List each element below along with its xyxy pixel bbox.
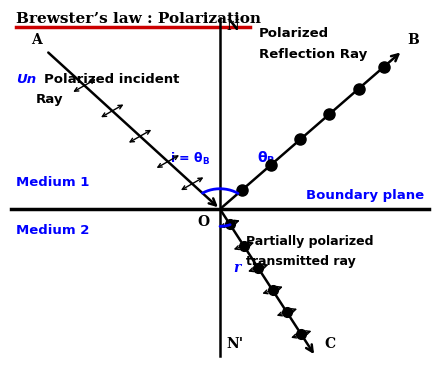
Text: B: B <box>407 33 418 47</box>
Text: i = $\mathbf{\theta_B}$: i = $\mathbf{\theta_B}$ <box>169 151 209 167</box>
Text: C: C <box>324 337 335 351</box>
Text: Un: Un <box>16 73 36 86</box>
Text: Brewster’s law : Polarization: Brewster’s law : Polarization <box>16 12 261 26</box>
Text: Ray: Ray <box>35 93 63 106</box>
Text: Medium 2: Medium 2 <box>16 224 89 237</box>
Text: Polarized incident: Polarized incident <box>44 73 180 86</box>
Text: N: N <box>227 19 239 33</box>
Text: Boundary plane: Boundary plane <box>306 189 424 202</box>
Text: r: r <box>233 261 240 275</box>
Text: $\mathbf{\theta_B}$: $\mathbf{\theta_B}$ <box>257 149 275 167</box>
Text: Partially polarized: Partially polarized <box>246 235 374 248</box>
Text: A: A <box>31 33 42 47</box>
Text: O: O <box>197 215 209 229</box>
Text: Polarized: Polarized <box>259 27 329 40</box>
Text: Reflection Ray: Reflection Ray <box>259 48 367 61</box>
Text: transmitted ray: transmitted ray <box>246 255 356 268</box>
Text: N': N' <box>227 337 244 351</box>
Text: Medium 1: Medium 1 <box>16 176 89 189</box>
